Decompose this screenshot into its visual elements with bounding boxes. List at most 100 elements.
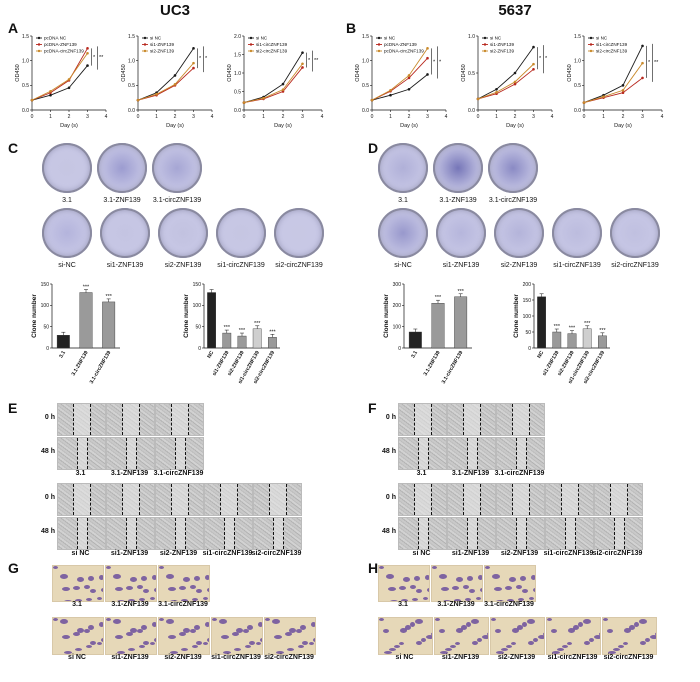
image-label: si2-ZNF139	[164, 654, 202, 661]
stained-cell	[73, 632, 80, 636]
x-tick-label: 4	[661, 114, 664, 120]
legend-entry: si1-ZNF139	[490, 42, 514, 47]
data-point	[173, 74, 177, 77]
row-label: 48 h	[381, 528, 396, 535]
image-label: si1-ZNF139	[106, 262, 144, 269]
wound-image	[253, 517, 302, 550]
transwell-image	[158, 617, 210, 655]
data-point	[155, 92, 158, 96]
data-point	[86, 51, 89, 55]
wound-gap	[417, 438, 429, 469]
stained-cell	[166, 574, 174, 579]
wound-image	[496, 483, 545, 516]
x-tick-label: 0	[137, 114, 140, 120]
y-tick-label: 1.5	[22, 34, 29, 40]
panel-letter-d: D	[368, 140, 379, 156]
y-tick-label: 1.0	[574, 58, 581, 64]
stained-cell	[494, 587, 502, 591]
data-point	[513, 82, 517, 86]
series-line	[31, 53, 88, 101]
x-tick-label: 1	[602, 114, 605, 120]
stained-cell	[207, 588, 209, 592]
wound-image	[57, 483, 106, 516]
stained-cell	[599, 632, 600, 636]
x-tick-label: 3	[641, 114, 644, 120]
wound-image	[447, 403, 496, 436]
stained-cell	[245, 645, 251, 648]
colony-dish	[42, 208, 92, 258]
image-label: 3.1	[75, 470, 86, 477]
transwell-image	[546, 617, 601, 655]
legend-marker	[589, 49, 593, 53]
significance-mark: **	[654, 60, 659, 66]
x-tick-label: 1	[155, 114, 158, 120]
stained-cell	[232, 632, 239, 636]
wound-gap	[512, 404, 530, 435]
stained-cell	[623, 642, 628, 645]
panel-letter-g: G	[8, 560, 19, 576]
stained-cell	[512, 628, 519, 633]
x-tick-label: 3.1	[58, 350, 67, 359]
stained-cell	[97, 642, 102, 645]
y-tick-label: 0.5	[362, 83, 369, 89]
x-tick-label: 3	[426, 114, 429, 120]
x-tick-label: 4	[105, 114, 108, 120]
wound-image	[57, 517, 106, 550]
row-label: 48 h	[40, 448, 55, 455]
panel-letter-e: E	[8, 400, 18, 416]
stained-cell	[75, 599, 82, 601]
panel-letter-b: B	[346, 20, 357, 36]
colony-dish	[158, 208, 208, 258]
colony-dish	[378, 208, 428, 258]
colony-dish	[274, 208, 324, 258]
legend-marker	[589, 36, 593, 40]
image-label: si NC	[68, 654, 86, 661]
image-label: si NC	[71, 550, 90, 557]
wound-image	[204, 483, 253, 516]
data-point	[426, 73, 429, 76]
legend-marker	[37, 43, 41, 46]
stained-cell	[115, 635, 123, 639]
colony-dish	[488, 143, 538, 193]
stained-cell	[179, 632, 186, 636]
significance-mark: ***	[105, 294, 112, 300]
image-label: 3.1-circZNF139	[494, 470, 545, 477]
image-label: si2-ZNF139	[497, 654, 536, 661]
colony-dish	[436, 208, 486, 258]
stained-cell	[639, 619, 647, 624]
stained-cell	[518, 598, 524, 601]
x-tick-label: 2	[282, 114, 285, 120]
stained-cell	[384, 651, 392, 654]
data-point	[49, 93, 52, 97]
wound-gap	[122, 484, 140, 515]
stained-cell	[527, 619, 535, 624]
legend-marker	[483, 43, 487, 46]
image-label: si2-circZNF139	[611, 262, 659, 269]
row-label: 0 h	[44, 414, 55, 421]
x-tick-label: 3	[532, 114, 535, 120]
wound-gap	[561, 484, 579, 515]
image-label: si2-ZNF139	[500, 550, 539, 557]
wound-gap	[610, 484, 628, 515]
wound-gap	[220, 484, 238, 515]
wound-gap	[174, 518, 186, 549]
x-tick-label: 3.1-circZNF139	[441, 350, 465, 385]
image-label: 3.1-circZNF139	[152, 197, 202, 204]
stained-cell	[64, 651, 72, 654]
stained-cell	[170, 600, 178, 601]
legend-entry: si NC	[256, 36, 268, 41]
stained-cell	[150, 597, 155, 600]
stained-cell	[137, 629, 143, 633]
row-label: 0 h	[385, 494, 396, 501]
stained-cell	[431, 632, 432, 636]
series-line	[31, 48, 88, 101]
x-tick-label: 3.1-ZNF139	[71, 350, 90, 377]
y-tick-label: 100	[393, 324, 402, 330]
stained-cell	[219, 619, 227, 624]
stained-cell	[139, 645, 145, 648]
image-label: si1-circZNF139	[543, 550, 594, 557]
data-point	[192, 47, 195, 50]
image-label: si2-ZNF139	[159, 550, 198, 557]
wound-gap	[73, 404, 91, 435]
